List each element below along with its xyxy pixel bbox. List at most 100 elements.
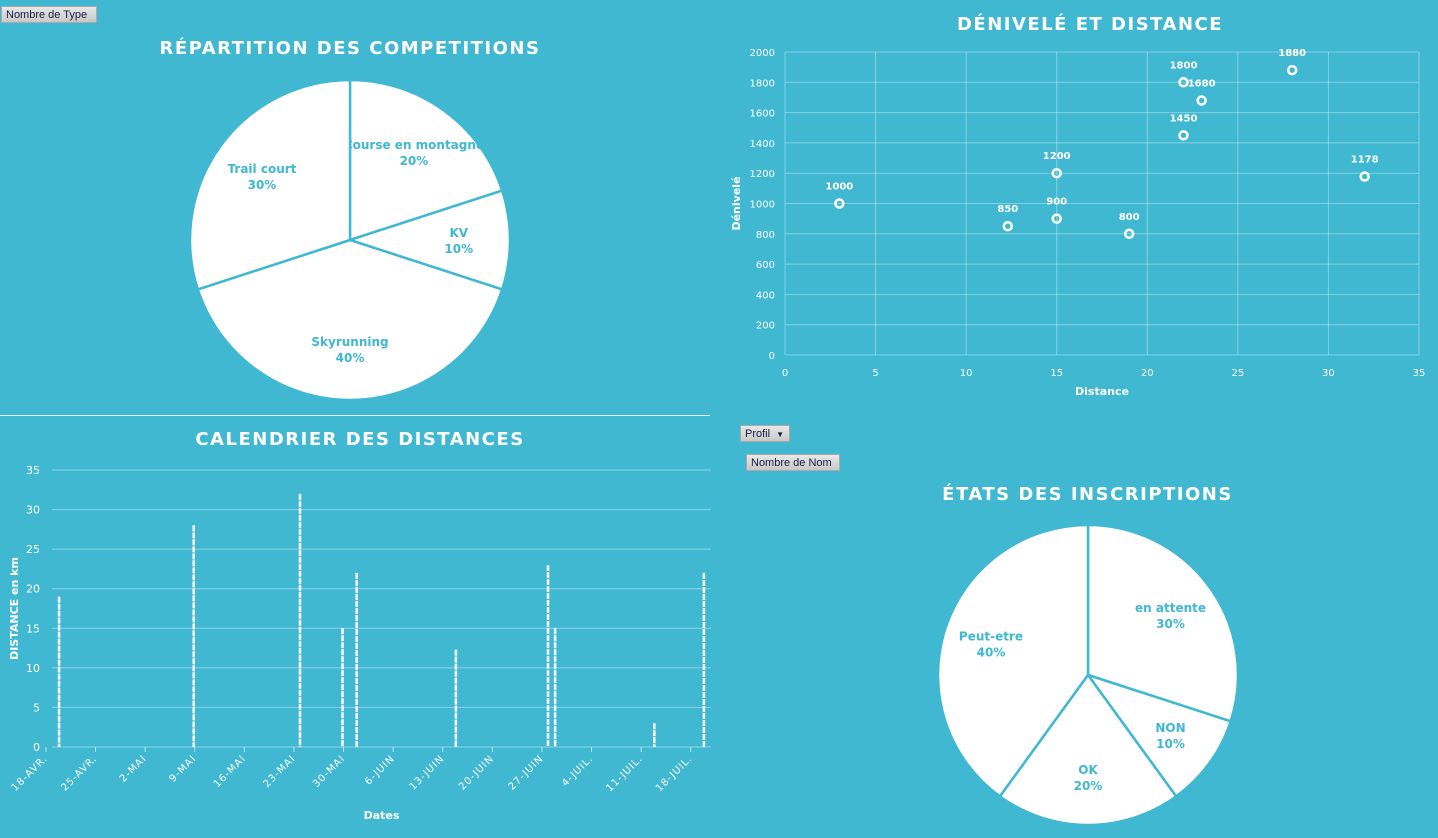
scatter-title: DÉNIVELÉ ET DISTANCE bbox=[956, 14, 1224, 35]
bar-xtick: 18-JUIL. bbox=[654, 753, 695, 794]
scatter-xtick: 10 bbox=[960, 368, 973, 379]
bar-title: CALENDRIER DES DISTANCES bbox=[195, 429, 525, 450]
pie2-slice bbox=[1084, 672, 1233, 799]
bar-ytick: 5 bbox=[33, 701, 40, 714]
scatter-ytick: 800 bbox=[756, 230, 775, 241]
bar-xtick: 13-JUIN bbox=[408, 753, 447, 792]
scatter-ytick: 1000 bbox=[750, 200, 775, 211]
pie1-slice-pct: 10% bbox=[444, 242, 473, 256]
pie1-slice bbox=[348, 78, 504, 242]
pie2-slice-pct: 10% bbox=[1156, 737, 1185, 751]
nom-field-button[interactable]: Nombre de Nom bbox=[746, 454, 840, 471]
divider bbox=[0, 415, 710, 416]
scatter-ytick: 1600 bbox=[750, 109, 775, 120]
scatter-point-label: 1680 bbox=[1188, 78, 1216, 89]
scatter-point-label: 1000 bbox=[825, 182, 853, 193]
scatter-point bbox=[1123, 228, 1135, 240]
pie1-slice bbox=[196, 238, 504, 402]
bar-xtick: 16-MAI bbox=[212, 753, 249, 790]
scatter-xtick: 30 bbox=[1322, 368, 1335, 379]
scatter-point-label: 900 bbox=[1046, 197, 1067, 208]
pie1-slice-pct: 40% bbox=[336, 351, 365, 365]
scatter-ytick: 1400 bbox=[750, 139, 775, 150]
pie1-slice-pct: 20% bbox=[400, 154, 429, 168]
scatter-xtick: 25 bbox=[1231, 368, 1244, 379]
bar-xtick: 18-AVR. bbox=[10, 753, 50, 793]
scatter-point bbox=[1196, 95, 1207, 106]
pie1-slice-label: KV bbox=[450, 226, 469, 240]
bar-xtick: 6-JUIN bbox=[363, 753, 397, 787]
scatter-xtick: 0 bbox=[782, 368, 788, 379]
scatter-xlabel: Distance bbox=[1075, 385, 1129, 398]
scatter-point bbox=[1051, 213, 1062, 224]
bar-ytick: 10 bbox=[26, 662, 40, 675]
scatter-ytick: 200 bbox=[756, 321, 775, 332]
scatter-point-label: 1178 bbox=[1351, 155, 1379, 166]
pie1-slice bbox=[345, 188, 512, 292]
bar-ytick: 30 bbox=[26, 504, 40, 517]
scatter-point-label: 1880 bbox=[1278, 48, 1306, 59]
scatter-point-label: 850 bbox=[997, 204, 1018, 215]
scatter-ytick: 600 bbox=[756, 260, 775, 271]
scatter-point-label: 800 bbox=[1119, 212, 1140, 223]
bar-xtick: 20-JUIN bbox=[457, 753, 496, 792]
scatter-xtick: 5 bbox=[872, 368, 878, 379]
pie1-slice-label: Skyrunning bbox=[311, 335, 388, 349]
scatter-ylabel: Dénivelé bbox=[730, 176, 743, 230]
pie1-title: RÉPARTITION DES COMPETITIONS bbox=[159, 38, 541, 59]
scatter-point bbox=[1178, 77, 1189, 88]
profil-label: Profil bbox=[745, 428, 771, 440]
scatter-point bbox=[1286, 64, 1298, 76]
pie2-slice-label: en attente bbox=[1135, 601, 1206, 615]
bar-ytick: 15 bbox=[26, 622, 40, 635]
pie1-slice-pct: 30% bbox=[248, 178, 277, 192]
bar-xtick: 30-MAI bbox=[311, 753, 348, 790]
pie2-slice bbox=[936, 523, 1090, 799]
scatter-point-label: 1200 bbox=[1043, 151, 1071, 162]
scatter-point bbox=[1359, 171, 1370, 182]
scatter-ytick: 1800 bbox=[750, 78, 775, 89]
scatter-ytick: 400 bbox=[756, 290, 775, 301]
scatter-xtick: 35 bbox=[1413, 368, 1426, 379]
pie2-slice bbox=[1086, 523, 1240, 723]
bar-xtick: 4-JUIL. bbox=[560, 753, 596, 789]
bar-xtick: 11-JUIL. bbox=[604, 753, 645, 794]
bar-ytick: 25 bbox=[26, 543, 40, 556]
bar-ytick: 20 bbox=[26, 583, 40, 596]
scatter-xtick: 15 bbox=[1050, 368, 1063, 379]
pie1-slice bbox=[188, 78, 352, 292]
pie2-title: ÉTATS DES INSCRIPTIONS bbox=[942, 484, 1233, 505]
bar-xlabel: Dates bbox=[364, 809, 400, 822]
bar-ytick: 35 bbox=[26, 464, 40, 477]
pie2-slice-label: Peut-etre bbox=[959, 629, 1023, 643]
bar-xtick: 23-MAI bbox=[261, 753, 298, 790]
type-field-button[interactable]: Nombre de Type bbox=[1, 6, 97, 23]
scatter-xtick: 20 bbox=[1141, 368, 1154, 379]
chevron-down-icon: ▼ bbox=[776, 430, 784, 439]
bar-xtick: 27-JUIN bbox=[507, 753, 546, 792]
scatter-point-label: 1450 bbox=[1170, 113, 1198, 124]
pie1-slice-label: Trail court bbox=[228, 162, 297, 176]
bar-xtick: 9-MAI bbox=[167, 753, 198, 784]
pie2-slice-pct: 40% bbox=[977, 645, 1006, 659]
pie1-slice-label: Course en montagne bbox=[344, 138, 484, 152]
bar-xtick: 2-MAI bbox=[118, 753, 149, 784]
scatter-ytick: 1200 bbox=[750, 169, 775, 180]
bar-ylabel: DISTANCE en km bbox=[8, 557, 21, 660]
scatter-point bbox=[1178, 130, 1189, 141]
pie2-slice-pct: 20% bbox=[1074, 779, 1103, 793]
bar-xtick: 25-AVR. bbox=[59, 753, 99, 793]
bar-ytick: 0 bbox=[33, 741, 40, 754]
scatter-point bbox=[1051, 167, 1062, 179]
scatter-ytick: 2000 bbox=[750, 48, 775, 59]
pie2-slice-pct: 30% bbox=[1156, 617, 1185, 631]
pie2-slice-label: OK bbox=[1078, 763, 1098, 777]
pie2-slice bbox=[998, 672, 1178, 827]
scatter-point-label: 1800 bbox=[1170, 60, 1198, 71]
profil-filter-dropdown[interactable]: Profil ▼ bbox=[740, 425, 790, 442]
scatter-point bbox=[1002, 220, 1014, 232]
scatter-point bbox=[834, 198, 845, 209]
pie2-slice-label: NON bbox=[1155, 721, 1185, 735]
scatter-ytick: 0 bbox=[769, 351, 775, 362]
